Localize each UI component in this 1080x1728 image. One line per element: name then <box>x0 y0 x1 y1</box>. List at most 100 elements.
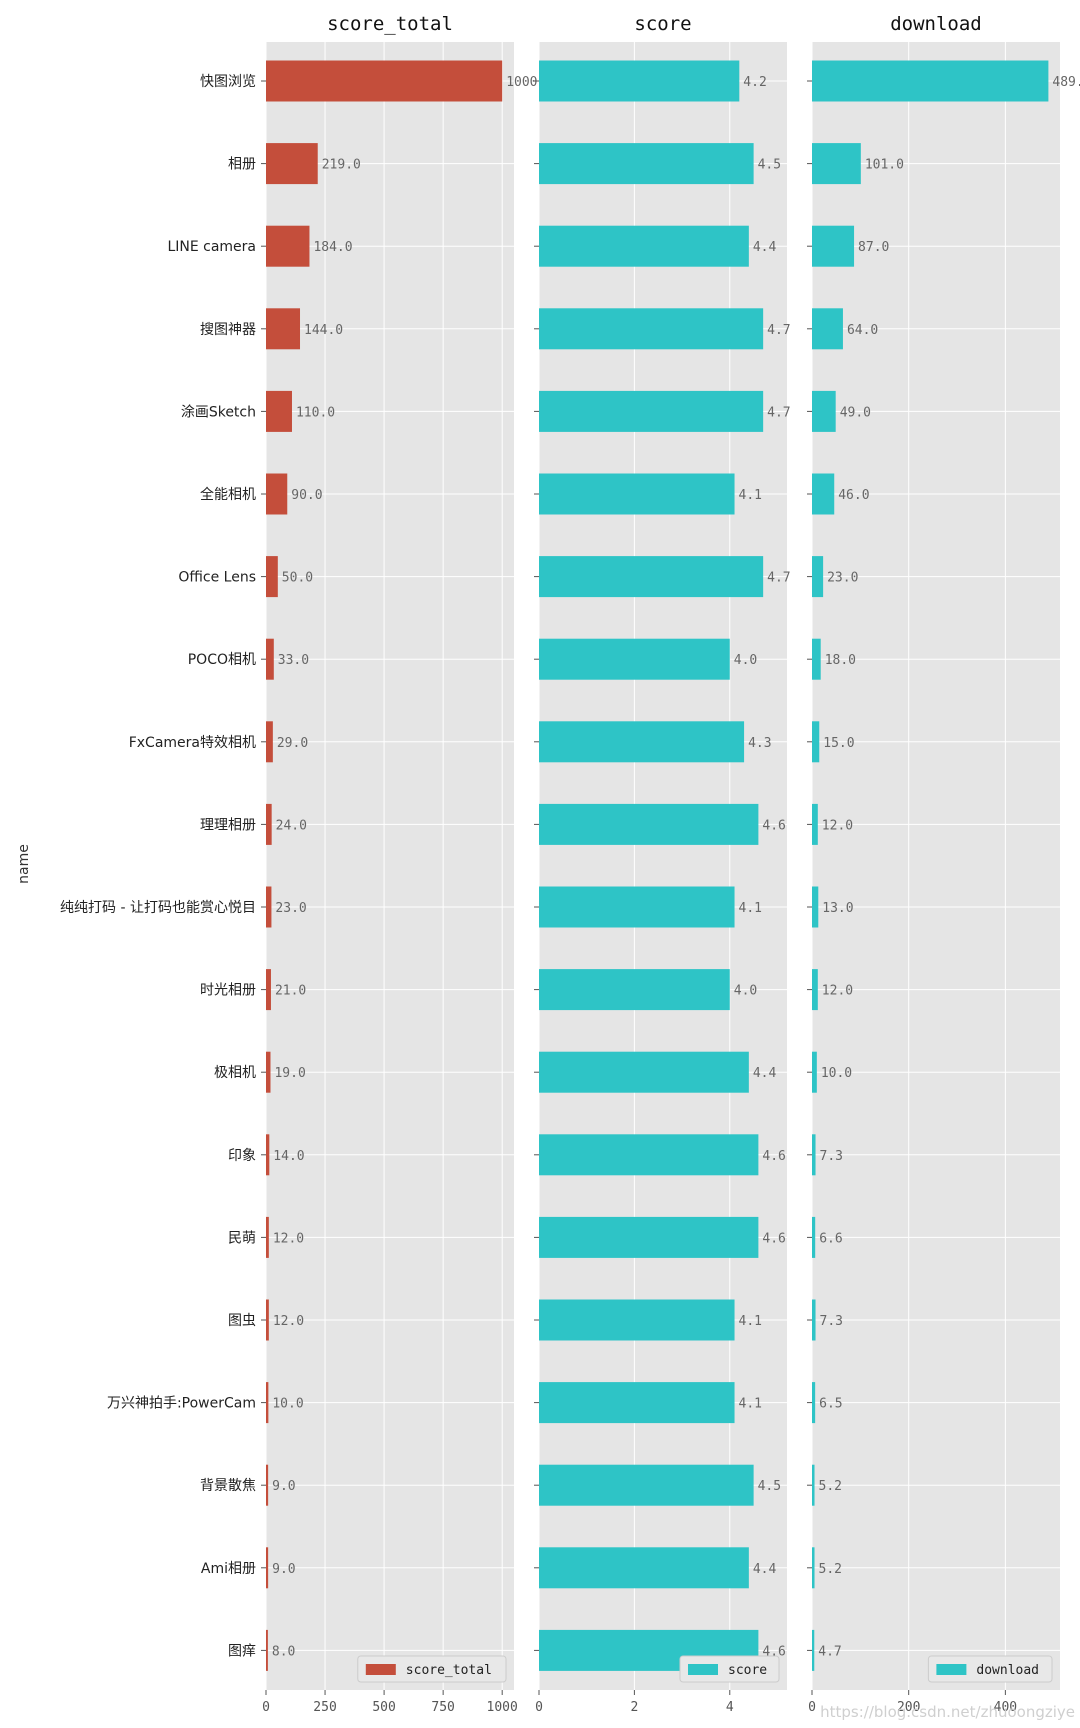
category-label: Ami相册 <box>201 1561 256 1577</box>
bar-value-label: 12.0 <box>273 1231 304 1246</box>
x-tick-label: 250 <box>313 1700 336 1715</box>
bar-value-label: 5.2 <box>819 1479 842 1494</box>
bar-value-label: 4.0 <box>734 984 757 999</box>
panel-score: 4.2 4.5 4.4 4.7 4.7 4.1 4.7 4.0 4.3 4.6 4.1 4.0 4.4 4… <box>534 13 791 1715</box>
bar-value-label: 4.3 <box>748 736 771 751</box>
bar-value-label: 1000 <box>506 75 537 90</box>
bar-value-label: 4.1 <box>739 1314 762 1329</box>
bar <box>812 390 836 432</box>
bar-value-label: 4.1 <box>739 1397 762 1412</box>
category-label: POCO相机 <box>188 652 256 668</box>
category-label: 搜图神器 <box>200 322 256 338</box>
panel-title: score <box>634 13 691 35</box>
bar-value-label: 6.5 <box>819 1397 842 1412</box>
bar <box>812 1464 815 1506</box>
plot-background <box>266 42 514 1690</box>
x-tick-label: 2 <box>630 1700 638 1715</box>
panel-title: download <box>890 13 982 35</box>
bar-value-label: 12.0 <box>273 1314 304 1329</box>
bar-value-label: 8.0 <box>272 1644 295 1659</box>
bar-value-label: 13.0 <box>822 901 853 916</box>
bar <box>812 1134 816 1176</box>
bar <box>539 638 730 680</box>
bar <box>539 390 764 432</box>
bar <box>266 60 503 102</box>
category-label: 相册 <box>228 157 256 173</box>
bar <box>812 143 861 185</box>
legend: score <box>679 1655 780 1683</box>
bar <box>539 60 740 102</box>
category-label: 背景散焦 <box>200 1478 256 1494</box>
bar-value-label: 12.0 <box>822 984 853 999</box>
bar <box>266 803 272 845</box>
x-tick-label: 4 <box>726 1700 734 1715</box>
bar <box>266 721 273 763</box>
bar-value-label: 50.0 <box>282 571 313 586</box>
bar <box>266 1629 268 1671</box>
bar-value-label: 23.0 <box>827 571 858 586</box>
bar-value-label: 4.2 <box>743 75 766 90</box>
chart-panels: 1000219.0184.0144.0110.090.050.033.029.0… <box>60 13 1080 1715</box>
category-label: 全能相机 <box>200 486 256 503</box>
legend-box <box>927 1655 1053 1683</box>
bar-value-label: 4.6 <box>762 1149 785 1164</box>
legend: score_total <box>357 1655 507 1683</box>
panel-download: 489.0 101.0 87.0 64.0 49.0 46.0 23.0 18.0 15.0 12… <box>807 13 1080 1715</box>
bar <box>812 473 835 515</box>
bar-value-label: 7.3 <box>820 1149 843 1164</box>
bar-value-label: 10.0 <box>821 1066 852 1081</box>
watermark: https://blog.csdn.net/zhuoongziye <box>820 1703 1075 1721</box>
bar <box>266 1051 271 1093</box>
bar <box>539 143 754 185</box>
bar-value-label: 64.0 <box>847 323 878 338</box>
bar-value-label: 33.0 <box>278 653 309 668</box>
bar <box>266 473 288 515</box>
bar-value-label: 24.0 <box>276 818 307 833</box>
bar <box>539 1547 749 1589</box>
x-tick-label: 0 <box>535 1700 543 1715</box>
bar-value-label: 4.6 <box>762 1231 785 1246</box>
x-tick-label: 500 <box>372 1700 395 1715</box>
bar <box>812 1382 816 1424</box>
bar <box>812 1299 816 1341</box>
bar-value-label: 87.0 <box>858 240 889 255</box>
category-label: 万兴神拍手:PowerCam <box>107 1396 256 1412</box>
bar <box>266 143 318 185</box>
bar-value-label: 6.6 <box>819 1231 842 1246</box>
bar <box>266 886 272 928</box>
bar <box>266 969 271 1011</box>
bar <box>812 638 821 680</box>
bar-value-label: 14.0 <box>273 1149 304 1164</box>
bar <box>266 308 301 350</box>
bar-value-label: 4.1 <box>739 488 762 503</box>
bar-value-label: 46.0 <box>838 488 869 503</box>
bar <box>539 1464 754 1506</box>
bar-value-label: 29.0 <box>277 736 308 751</box>
legend-label: download <box>976 1663 1039 1678</box>
category-label: 印象 <box>228 1148 256 1164</box>
legend-box <box>679 1655 780 1683</box>
bar-value-label: 4.5 <box>758 1479 781 1494</box>
bar <box>266 1134 270 1176</box>
category-label: 图虫 <box>228 1313 256 1329</box>
bar <box>266 1464 269 1506</box>
x-tick-label: 0 <box>808 1700 816 1715</box>
bar-value-label: 4.6 <box>762 818 785 833</box>
bar-value-label: 4.7 <box>818 1644 841 1659</box>
bar-value-label: 9.0 <box>272 1479 295 1494</box>
bar <box>812 60 1049 102</box>
bar-value-label: 18.0 <box>825 653 856 668</box>
bar-value-label: 489.0 <box>1052 75 1080 90</box>
bar <box>812 1216 816 1258</box>
bar <box>266 225 310 267</box>
bar <box>266 1299 269 1341</box>
bar <box>266 1382 269 1424</box>
bar-value-label: 12.0 <box>822 818 853 833</box>
bar-value-label: 4.4 <box>753 1562 777 1577</box>
bar <box>266 638 274 680</box>
bar-value-label: 4.0 <box>734 653 757 668</box>
bar-value-label: 49.0 <box>840 405 871 420</box>
bar <box>812 225 855 267</box>
